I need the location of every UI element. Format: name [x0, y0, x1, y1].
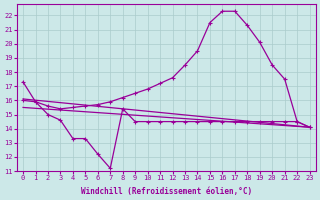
X-axis label: Windchill (Refroidissement éolien,°C): Windchill (Refroidissement éolien,°C) — [81, 187, 252, 196]
